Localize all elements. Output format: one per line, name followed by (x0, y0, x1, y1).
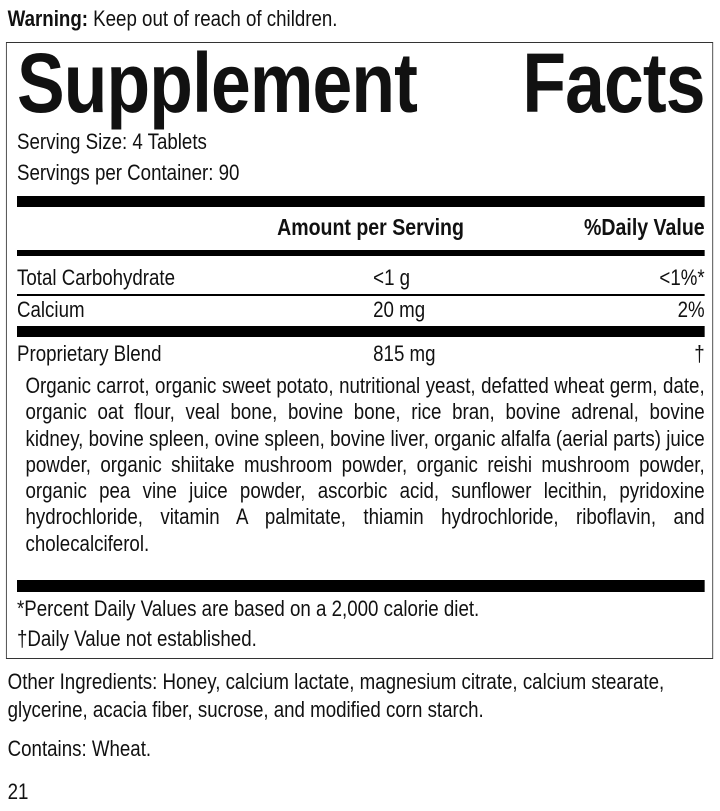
supplement-facts-panel: Supplement Facts Serving Size: 4 Tablets… (5, 36, 714, 659)
thick-divider (17, 580, 705, 592)
other-ingredients: Other Ingredients: Honey, calcium lactat… (7, 669, 665, 722)
page-number: 21 (7, 779, 29, 804)
nutrient-dv: <1%* (659, 265, 705, 290)
nutrient-dv: 2% (677, 297, 705, 322)
warning-text: Keep out of reach of children. (87, 6, 338, 31)
title-word-supplement: Supplement (17, 36, 418, 130)
table-row: Total Carbohydrate <1 g <1%* (17, 265, 705, 291)
title-word-facts: Facts (522, 36, 705, 130)
panel-title: Supplement Facts (17, 36, 706, 130)
header-amount: Amount per Serving (277, 214, 464, 240)
nutrient-amount: 20 mg (373, 297, 426, 322)
header-daily-value: %Daily Value (584, 214, 705, 240)
servings-per-container: Servings per Container: 90 (17, 160, 240, 185)
warning: Warning: Keep out of reach of children. (8, 6, 338, 32)
medium-divider (17, 250, 705, 256)
thick-divider (17, 326, 705, 337)
warning-label: Warning: (7, 6, 88, 31)
blend-ingredients: Organic carrot, organic sweet potato, nu… (25, 373, 705, 556)
table-row: Proprietary Blend 815 mg † (17, 341, 705, 367)
thick-divider (17, 196, 705, 207)
table-row: Calcium 20 mg 2% (17, 297, 705, 323)
serving-size: Serving Size: 4 Tablets (17, 129, 207, 154)
footnote-daily-values: *Percent Daily Values are based on a 2,0… (17, 596, 480, 621)
thin-divider (17, 294, 705, 296)
nutrient-name: Calcium (17, 297, 85, 322)
column-headers: Amount per Serving %Daily Value (17, 214, 705, 240)
allergen-statement: Contains: Wheat. (7, 736, 152, 761)
nutrient-amount: <1 g (373, 265, 411, 290)
nutrient-name: Total Carbohydrate (17, 265, 176, 290)
nutrient-dv: † (694, 341, 705, 366)
nutrient-amount: 815 mg (373, 341, 436, 366)
nutrient-name: Proprietary Blend (17, 341, 162, 366)
footnote-dagger: †Daily Value not established. (17, 626, 257, 651)
